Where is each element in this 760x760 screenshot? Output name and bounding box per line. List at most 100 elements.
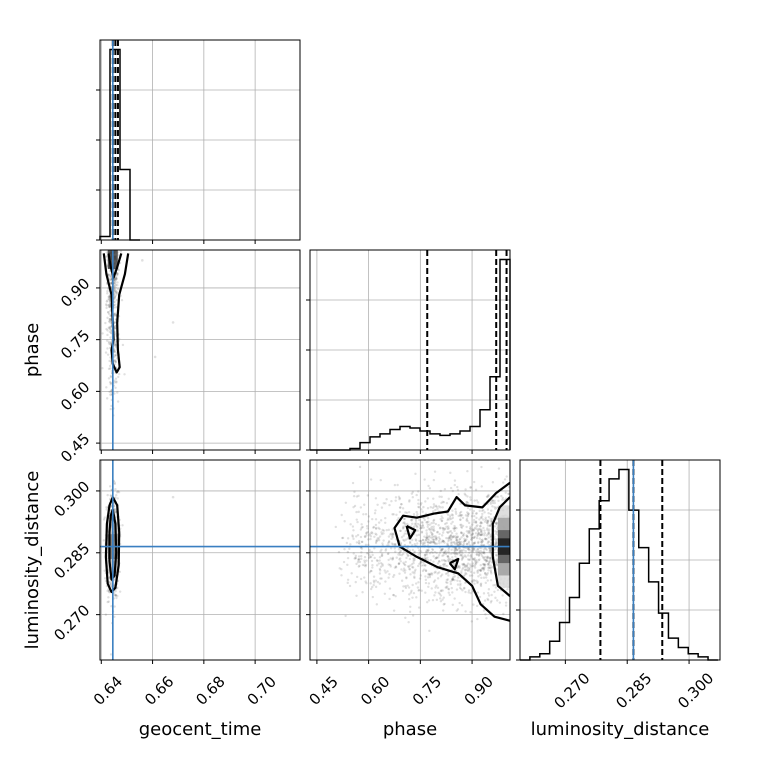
sample-point bbox=[486, 528, 489, 532]
sample-point bbox=[466, 519, 469, 523]
sample-point bbox=[433, 594, 436, 597]
sample-point bbox=[466, 558, 470, 561]
sample-point bbox=[487, 591, 490, 595]
sample-point bbox=[379, 478, 382, 482]
sample-point bbox=[471, 564, 474, 568]
sample-point bbox=[458, 564, 461, 568]
sample-point bbox=[433, 505, 436, 508]
sample-point bbox=[411, 614, 415, 617]
sample-point bbox=[430, 522, 433, 525]
sample-point bbox=[424, 581, 428, 585]
sample-point bbox=[115, 491, 119, 494]
sample-point bbox=[477, 550, 481, 553]
sample-point bbox=[462, 532, 466, 535]
sample-point bbox=[387, 558, 390, 562]
sample-point bbox=[116, 287, 120, 291]
sample-point bbox=[428, 534, 431, 538]
sample-point bbox=[497, 499, 500, 503]
sample-point bbox=[458, 538, 461, 541]
sample-point bbox=[469, 529, 472, 533]
sample-point bbox=[482, 543, 486, 547]
sample-point bbox=[496, 599, 499, 602]
sample-point bbox=[368, 571, 371, 574]
sample-point bbox=[482, 567, 486, 570]
sample-point bbox=[488, 524, 491, 528]
sample-point bbox=[480, 516, 483, 520]
sample-point bbox=[458, 513, 462, 517]
sample-point bbox=[449, 558, 452, 561]
sample-point bbox=[443, 527, 446, 530]
sample-point bbox=[442, 500, 446, 504]
sample-point bbox=[362, 513, 365, 516]
sample-point bbox=[460, 531, 463, 535]
sample-point bbox=[398, 562, 401, 565]
sample-point bbox=[472, 578, 475, 582]
sample-point bbox=[477, 554, 481, 557]
x-tick-label: 0.66 bbox=[141, 673, 177, 709]
sample-point bbox=[487, 562, 490, 565]
sample-point bbox=[462, 548, 465, 552]
sample-point bbox=[374, 532, 377, 535]
sample-point bbox=[439, 594, 443, 597]
sample-point bbox=[109, 582, 112, 585]
sample-point bbox=[360, 557, 363, 561]
sample-point bbox=[489, 566, 492, 570]
sample-point bbox=[432, 529, 435, 532]
sample-point bbox=[493, 525, 497, 528]
sample-point bbox=[473, 499, 476, 502]
sample-point bbox=[455, 588, 459, 591]
sample-point bbox=[404, 529, 408, 533]
sample-point bbox=[477, 568, 480, 572]
x-tick-label: 0.64 bbox=[90, 673, 126, 709]
sample-point bbox=[458, 541, 461, 544]
sample-point bbox=[381, 528, 384, 532]
sample-point bbox=[114, 277, 118, 280]
sample-point bbox=[402, 521, 405, 525]
sample-point bbox=[482, 551, 486, 555]
sample-point bbox=[115, 380, 118, 383]
sample-point bbox=[365, 534, 368, 537]
sample-point bbox=[403, 543, 407, 547]
sample-point bbox=[486, 572, 489, 575]
sample-point bbox=[422, 505, 425, 509]
sample-point bbox=[473, 547, 476, 551]
sample-point bbox=[481, 538, 484, 541]
sample-point bbox=[445, 521, 448, 525]
sample-point bbox=[375, 603, 379, 606]
sample-point bbox=[369, 478, 373, 481]
sample-point bbox=[480, 530, 483, 533]
sample-point bbox=[360, 540, 364, 544]
sample-point bbox=[427, 585, 430, 588]
panel-frame bbox=[99, 459, 301, 661]
sample-point bbox=[392, 513, 395, 516]
sample-point bbox=[427, 599, 431, 602]
sample-point bbox=[374, 523, 378, 527]
sample-point bbox=[459, 531, 463, 534]
sample-point bbox=[406, 547, 409, 550]
sample-point bbox=[479, 533, 482, 537]
sample-point bbox=[429, 572, 432, 576]
sample-point bbox=[491, 499, 494, 502]
sample-point bbox=[108, 305, 111, 308]
sample-point bbox=[433, 541, 437, 545]
sample-point bbox=[374, 579, 378, 582]
sample-point bbox=[455, 548, 459, 552]
sample-point bbox=[471, 547, 474, 550]
sample-point bbox=[437, 505, 441, 508]
sample-point bbox=[485, 617, 488, 620]
sample-point bbox=[382, 529, 386, 532]
sample-point bbox=[105, 397, 109, 400]
sample-point bbox=[462, 555, 465, 559]
sample-point bbox=[113, 605, 116, 608]
sample-point bbox=[377, 521, 381, 524]
sample-point bbox=[388, 573, 391, 576]
sample-point bbox=[459, 584, 462, 587]
sample-point bbox=[106, 316, 109, 320]
sample-point bbox=[434, 542, 437, 546]
sample-point bbox=[492, 584, 495, 587]
sample-point bbox=[488, 547, 492, 551]
sample-point bbox=[483, 599, 487, 602]
sample-point bbox=[352, 537, 355, 541]
sample-point bbox=[405, 576, 408, 580]
sample-point bbox=[424, 500, 427, 503]
